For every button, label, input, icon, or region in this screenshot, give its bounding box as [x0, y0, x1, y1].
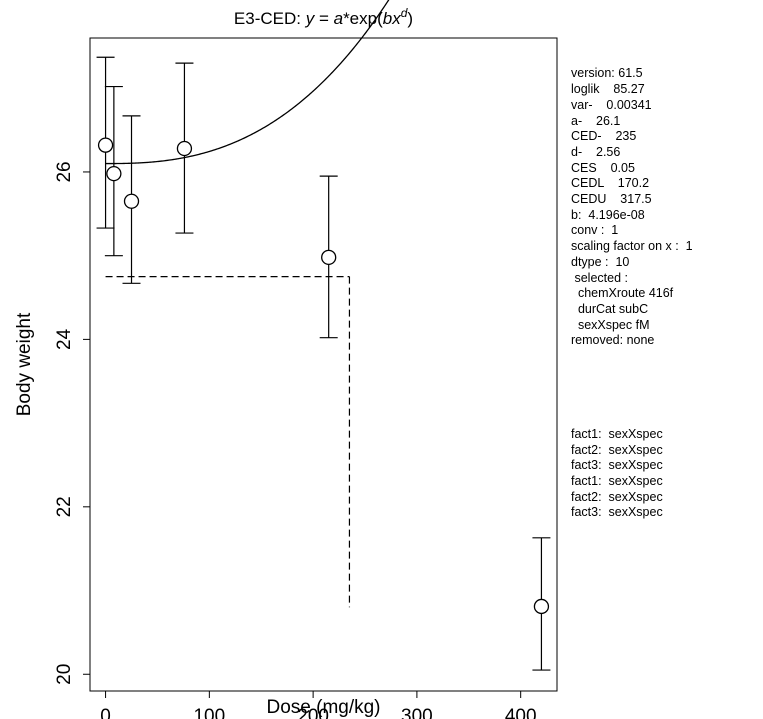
info-line-4: CED- 235	[571, 129, 637, 144]
y-tick-label: 22	[54, 496, 75, 517]
x-tick-label: 200	[297, 706, 329, 719]
fact-line-0: fact1: sexXspec	[571, 426, 663, 441]
model-parameters: version: 61.5 loglik 85.27 var- 0.00341 a- …	[571, 66, 693, 349]
x-tick-label: 400	[505, 706, 537, 719]
info-line-6: CES 0.05	[571, 160, 635, 175]
info-line-17: removed: none	[571, 333, 655, 348]
data-point	[533, 598, 550, 615]
y-axis-label: Body weight	[14, 312, 35, 416]
x-tick-label: 0	[100, 706, 111, 719]
info-line-11: scaling factor on x : 1	[571, 239, 693, 254]
data-point	[176, 140, 193, 157]
y-tick-label: 20	[54, 664, 75, 685]
info-line-14: chemXroute 416f	[571, 286, 674, 301]
info-line-2: var- 0.00341	[571, 97, 652, 112]
fact-line-3: fact1: sexXspec	[571, 473, 663, 488]
y-tick-label: 26	[54, 161, 75, 182]
info-line-16: sexXspec fM	[571, 317, 650, 332]
data-point	[106, 165, 122, 182]
fitted-curve	[105, 0, 390, 165]
fact-line-5: fact3: sexXspec	[571, 505, 663, 520]
fact-line-1: fact2: sexXspec	[571, 442, 663, 457]
data-point	[123, 193, 140, 209]
info-line-13: selected :	[571, 270, 628, 285]
info-line-3: a- 26.1	[571, 113, 621, 128]
x-axis-label: Dose (mg/kg)	[266, 697, 380, 718]
info-line-9: b: 4.196e-08	[571, 207, 645, 222]
x-tick-label: 100	[193, 706, 225, 719]
x-tick-label: 300	[401, 706, 433, 719]
info-line-5: d- 2.56	[571, 144, 621, 159]
info-line-8: CEDU 317.5	[571, 192, 652, 207]
plot-frame	[89, 37, 558, 692]
info-line-12: dtype : 10	[571, 254, 630, 269]
fact-line-4: fact2: sexXspec	[571, 489, 663, 504]
info-line-0: version: 61.5	[571, 66, 643, 81]
model-info-panel: version: 61.5 loglik 85.27 var- 0.00341 a- …	[571, 35, 693, 537]
y-tick-label: 24	[54, 328, 75, 350]
fact-line-2: fact3: sexXspec	[571, 458, 663, 473]
data-point	[321, 249, 337, 265]
factor-list: fact1: sexXspec fact2: sexXspec fact3: sex…	[571, 427, 693, 521]
info-line-15: durCat subC	[571, 301, 649, 316]
info-line-1: loglik 85.27	[571, 82, 645, 97]
chart-title: E3-CED: y = a*exp(bxd)	[234, 6, 413, 28]
data-point	[97, 137, 114, 153]
info-line-10: conv : 1	[571, 223, 619, 238]
info-line-7: CEDL 170.2	[571, 176, 650, 191]
